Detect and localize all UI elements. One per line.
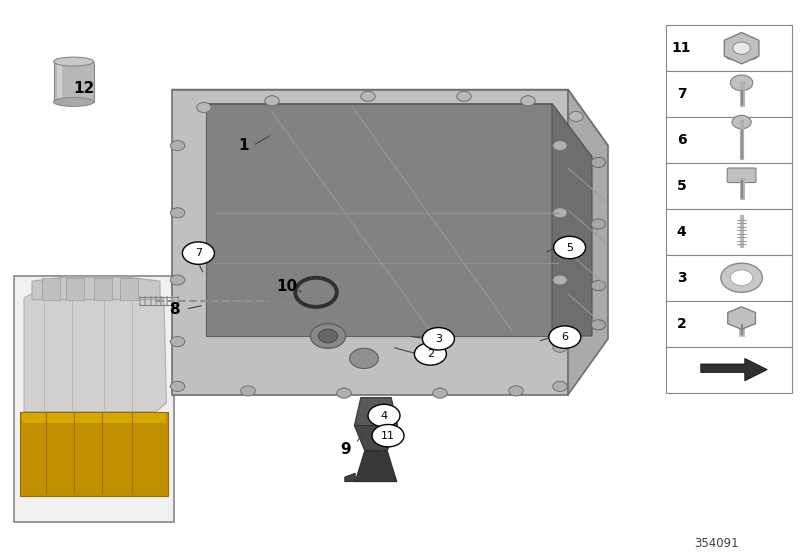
Text: 2: 2: [427, 349, 434, 359]
Circle shape: [241, 386, 255, 396]
Circle shape: [553, 342, 567, 352]
Circle shape: [732, 115, 751, 129]
Circle shape: [553, 141, 567, 151]
Circle shape: [521, 96, 535, 106]
Polygon shape: [568, 90, 608, 395]
FancyBboxPatch shape: [120, 278, 138, 300]
Polygon shape: [701, 358, 767, 381]
Circle shape: [553, 208, 567, 218]
Text: 3: 3: [677, 271, 686, 285]
Text: 4: 4: [381, 410, 387, 421]
Circle shape: [733, 42, 750, 54]
Text: 11: 11: [381, 431, 395, 441]
Ellipse shape: [54, 57, 94, 66]
Polygon shape: [206, 104, 592, 157]
Circle shape: [721, 263, 762, 292]
Polygon shape: [724, 32, 759, 64]
Circle shape: [310, 324, 346, 348]
Circle shape: [591, 281, 606, 291]
Text: 3: 3: [435, 334, 442, 344]
Text: 10: 10: [276, 279, 297, 294]
Circle shape: [170, 141, 185, 151]
Circle shape: [170, 337, 185, 347]
FancyBboxPatch shape: [666, 255, 792, 301]
Circle shape: [554, 236, 586, 259]
FancyBboxPatch shape: [42, 278, 60, 300]
FancyBboxPatch shape: [666, 117, 792, 163]
Circle shape: [591, 320, 606, 330]
Polygon shape: [20, 412, 168, 496]
Ellipse shape: [54, 97, 94, 106]
Polygon shape: [172, 90, 568, 395]
Circle shape: [372, 424, 404, 447]
Polygon shape: [552, 104, 592, 336]
Text: 12: 12: [74, 81, 94, 96]
Text: 6: 6: [562, 332, 568, 342]
Text: 6: 6: [677, 133, 686, 147]
Circle shape: [361, 91, 375, 101]
Text: 7: 7: [677, 87, 686, 101]
Polygon shape: [355, 451, 397, 482]
Polygon shape: [57, 64, 62, 99]
Text: 8: 8: [169, 302, 180, 316]
Polygon shape: [22, 413, 166, 423]
Circle shape: [509, 386, 523, 396]
Text: 9: 9: [340, 442, 351, 456]
Circle shape: [422, 328, 454, 350]
Circle shape: [170, 381, 185, 391]
FancyBboxPatch shape: [666, 347, 792, 393]
Ellipse shape: [726, 54, 757, 60]
Circle shape: [368, 404, 400, 427]
Polygon shape: [728, 307, 755, 329]
FancyBboxPatch shape: [666, 71, 792, 117]
Text: 1: 1: [238, 138, 250, 153]
Polygon shape: [354, 426, 398, 451]
Circle shape: [549, 326, 581, 348]
Circle shape: [414, 343, 446, 365]
Circle shape: [350, 348, 378, 368]
Text: 4: 4: [677, 225, 686, 239]
Polygon shape: [32, 277, 160, 300]
Text: 5: 5: [566, 242, 573, 253]
Text: 2: 2: [677, 317, 686, 331]
FancyBboxPatch shape: [666, 25, 792, 71]
Text: 7: 7: [195, 248, 202, 258]
FancyBboxPatch shape: [666, 209, 792, 255]
Text: 5: 5: [677, 179, 686, 193]
Circle shape: [553, 275, 567, 285]
Text: 354091: 354091: [694, 536, 738, 550]
Circle shape: [265, 96, 279, 106]
Circle shape: [457, 91, 471, 101]
Circle shape: [553, 381, 567, 391]
FancyBboxPatch shape: [94, 278, 112, 300]
Polygon shape: [24, 281, 166, 412]
FancyBboxPatch shape: [666, 163, 792, 209]
Circle shape: [170, 275, 185, 285]
Text: 11: 11: [672, 41, 691, 55]
Circle shape: [182, 242, 214, 264]
Circle shape: [337, 388, 351, 398]
Circle shape: [569, 111, 583, 122]
Circle shape: [433, 388, 447, 398]
Circle shape: [591, 157, 606, 167]
FancyBboxPatch shape: [727, 168, 756, 183]
Circle shape: [730, 270, 753, 286]
Circle shape: [170, 208, 185, 218]
Circle shape: [591, 219, 606, 229]
Polygon shape: [172, 90, 608, 146]
Polygon shape: [345, 473, 355, 482]
Polygon shape: [206, 104, 552, 336]
Circle shape: [730, 75, 753, 91]
Circle shape: [318, 329, 338, 343]
FancyBboxPatch shape: [14, 276, 174, 522]
Polygon shape: [354, 398, 398, 426]
Polygon shape: [54, 62, 94, 102]
FancyBboxPatch shape: [66, 278, 84, 300]
FancyBboxPatch shape: [666, 301, 792, 347]
Circle shape: [197, 102, 211, 113]
